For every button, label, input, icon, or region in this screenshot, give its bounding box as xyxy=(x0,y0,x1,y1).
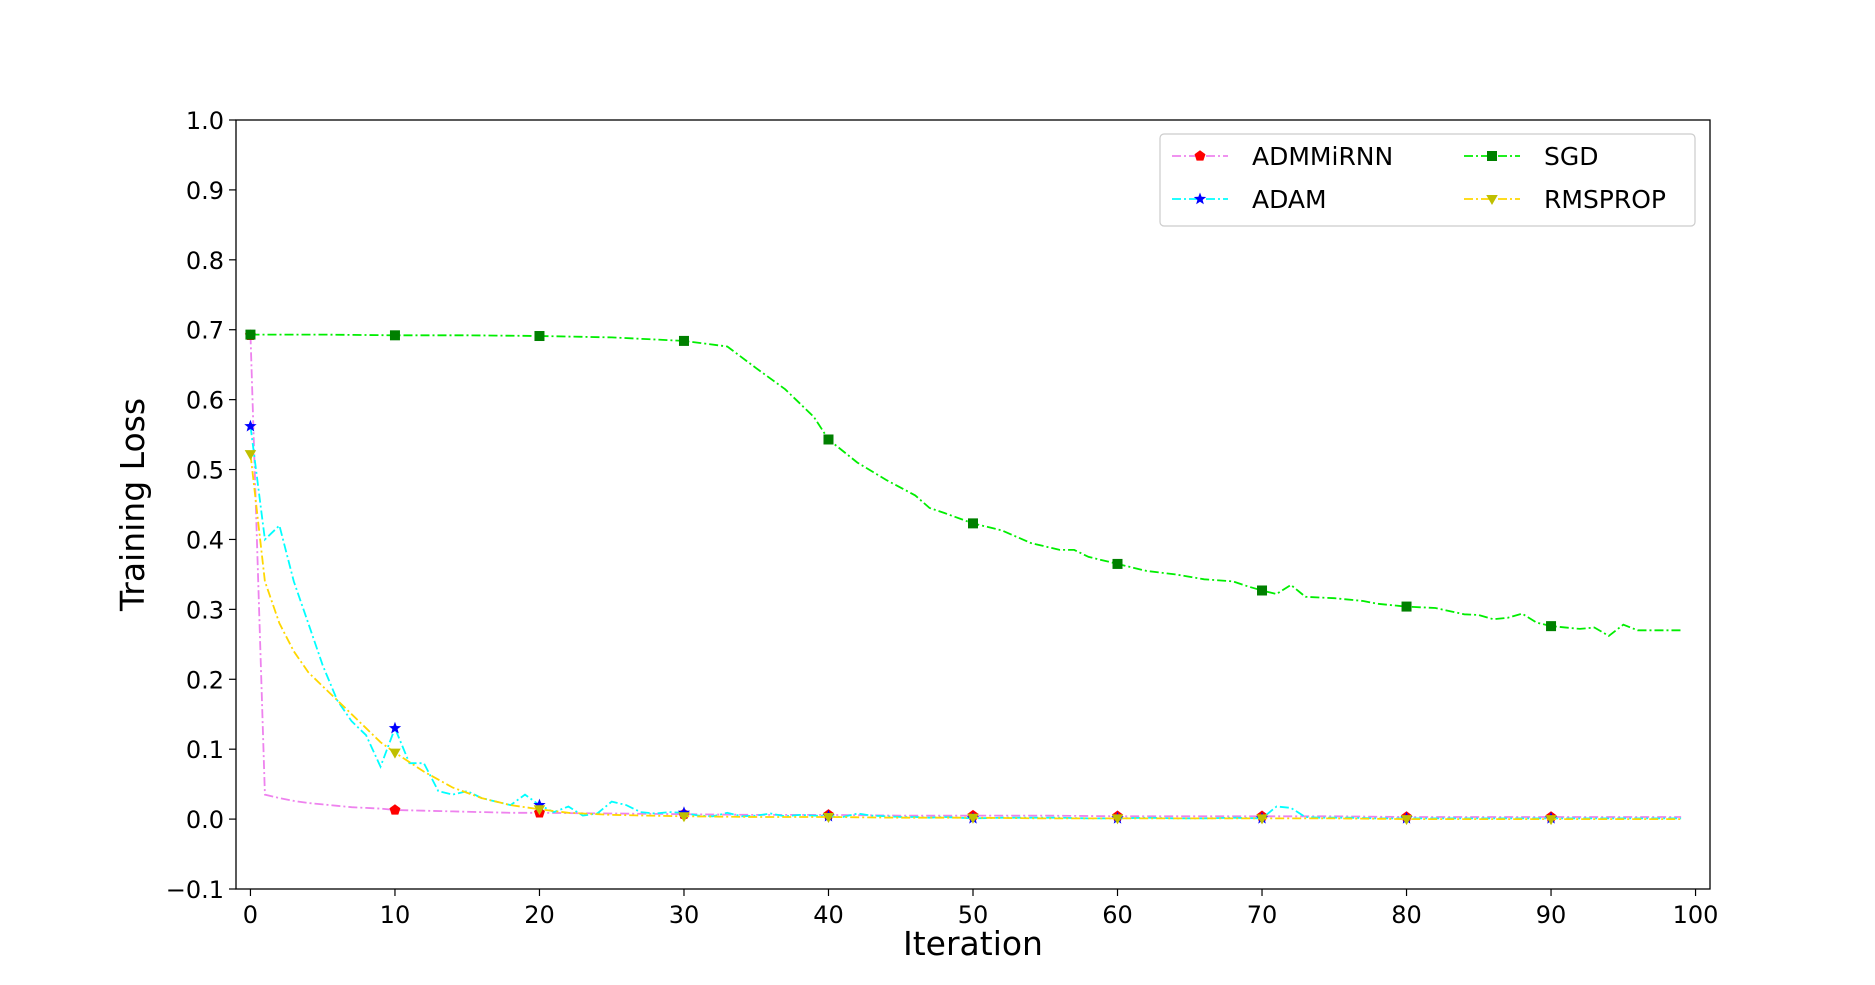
data-point xyxy=(389,330,400,341)
data-point xyxy=(389,748,401,759)
data-point xyxy=(1256,814,1268,825)
legend-item-sgd: SGD xyxy=(1464,142,1599,171)
y-axis-ticks: −0.1 0.0 0.1 0.2 0.3 0.4 0.5 0.6 0.7 0.8 0.9 1.0 xyxy=(166,107,236,904)
legend-marker xyxy=(1487,151,1497,161)
y-tick-label: 0.1 xyxy=(186,736,224,764)
legend-label: SGD xyxy=(1544,142,1599,171)
y-tick-label: 0.7 xyxy=(186,317,224,345)
x-tick-label: 60 xyxy=(1102,901,1133,929)
series-line xyxy=(249,454,1682,820)
data-point xyxy=(1546,621,1557,632)
data-point xyxy=(245,329,256,340)
data-point xyxy=(388,721,402,734)
y-tick-label: 0.2 xyxy=(186,666,224,694)
x-tick-label: 100 xyxy=(1673,901,1719,929)
series-adam xyxy=(244,419,1682,824)
series-admmirnn xyxy=(244,329,1682,822)
data-point xyxy=(1112,558,1123,569)
data-point xyxy=(1400,815,1413,826)
x-tick-label: 0 xyxy=(243,901,258,929)
legend-label: ADMMiRNN xyxy=(1252,142,1393,171)
data-point xyxy=(533,805,546,816)
legend-label: RMSPROP xyxy=(1544,185,1666,214)
legend-item-adam: ADAM xyxy=(1172,185,1327,214)
series-rmsprop xyxy=(244,450,1682,826)
y-tick-label: 0.5 xyxy=(186,457,224,485)
series-layer xyxy=(244,329,1682,826)
legend-marker xyxy=(1193,192,1207,205)
y-axis-label: Training Loss xyxy=(113,398,152,612)
y-tick-label: 0.6 xyxy=(186,387,224,415)
x-tick-label: 30 xyxy=(669,901,700,929)
data-point xyxy=(678,335,689,346)
y-tick-label: −0.1 xyxy=(166,876,224,904)
series-sgd xyxy=(245,329,1682,637)
data-point xyxy=(1401,601,1412,612)
data-point xyxy=(967,813,979,824)
data-point xyxy=(534,331,545,342)
y-tick-label: 0.3 xyxy=(186,596,224,624)
x-tick-label: 70 xyxy=(1247,901,1278,929)
x-tick-label: 80 xyxy=(1391,901,1422,929)
y-tick-label: 0.9 xyxy=(186,177,224,205)
series-line xyxy=(250,333,1682,637)
legend-item-rmsprop: RMSPROP xyxy=(1464,185,1666,214)
series-line xyxy=(249,426,1682,820)
legend: ADMMiRNN ADAM SGD RMSPROP xyxy=(1159,133,1696,227)
x-tick-label: 40 xyxy=(813,901,844,929)
data-point xyxy=(244,450,257,461)
data-point xyxy=(533,798,546,811)
data-point xyxy=(822,812,835,823)
series-line xyxy=(249,335,1682,818)
data-point xyxy=(823,434,834,445)
x-tick-label: 20 xyxy=(524,901,555,929)
data-point xyxy=(677,806,691,819)
x-axis-ticks: 0 10 20 30 40 50 60 70 80 90 100 xyxy=(243,889,1719,929)
x-tick-label: 10 xyxy=(380,901,411,929)
y-tick-label: 0.4 xyxy=(186,526,224,554)
x-tick-label: 50 xyxy=(958,901,989,929)
legend-item-admmirnn: ADMMiRNN xyxy=(1172,142,1393,171)
data-point xyxy=(968,518,978,529)
data-point xyxy=(1257,585,1268,596)
legend-label: ADAM xyxy=(1252,185,1327,214)
data-point xyxy=(244,419,257,432)
x-tick-label: 90 xyxy=(1536,901,1567,929)
y-tick-label: 1.0 xyxy=(186,107,224,135)
legend-marker xyxy=(1486,195,1498,205)
legend-box xyxy=(1159,133,1696,227)
plot-frame xyxy=(235,119,1711,890)
x-axis-label: Iteration xyxy=(903,924,1043,963)
data-point xyxy=(678,812,690,823)
data-point xyxy=(1111,814,1124,825)
y-tick-label: 0.8 xyxy=(186,247,224,275)
legend-marker xyxy=(1194,150,1206,161)
data-point xyxy=(389,804,401,815)
y-tick-label: 0.0 xyxy=(186,806,224,834)
data-point xyxy=(1545,815,1557,826)
